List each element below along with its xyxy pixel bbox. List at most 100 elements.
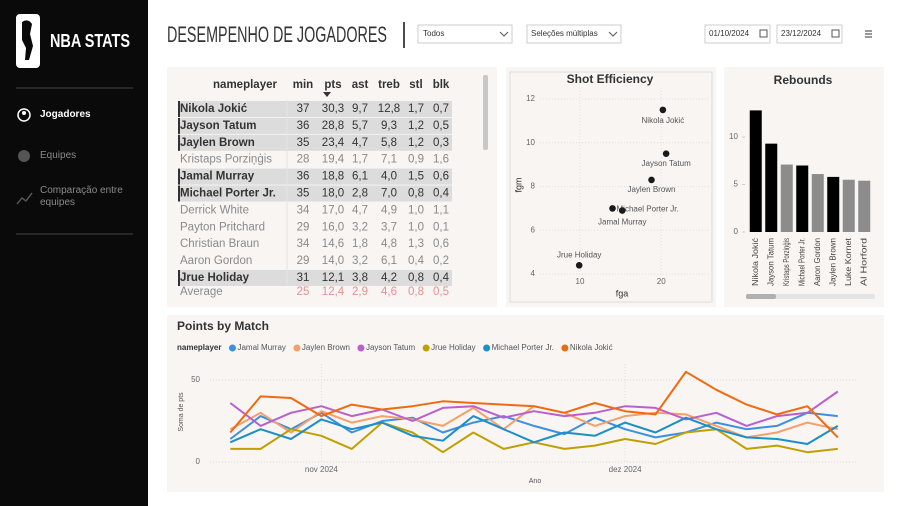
cell: 7,1 xyxy=(381,154,397,166)
logo-figure xyxy=(22,20,33,60)
series-line xyxy=(229,370,839,439)
cell: 35 xyxy=(297,188,310,200)
cell: 0,4 xyxy=(433,188,450,200)
cell: 4,8 xyxy=(381,238,397,250)
scrollbar[interactable] xyxy=(483,75,488,150)
chart-title: Points by Match xyxy=(177,319,269,333)
legend-label: Jaylen Brown xyxy=(302,343,350,352)
cell: 30,3 xyxy=(322,103,344,115)
x-tick-label: Jayson Tatum xyxy=(766,238,775,286)
point-label: Michael Porter Jr. xyxy=(617,204,679,213)
chevron xyxy=(499,31,509,37)
cell: 7,0 xyxy=(381,188,397,200)
x-axis-label: Ano xyxy=(529,478,542,485)
cell: 0,8 xyxy=(408,188,424,200)
row-highlight xyxy=(178,101,452,117)
cell: 3,2 xyxy=(352,255,368,267)
cell: 31 xyxy=(297,272,310,284)
cell: 34 xyxy=(297,204,310,216)
sort-arrow xyxy=(323,92,331,97)
chart-title: Shot Efficiency xyxy=(567,72,654,86)
cell: 37 xyxy=(297,103,310,115)
cell: 29 xyxy=(297,221,310,233)
nav-label[interactable]: Jogadores xyxy=(40,109,91,120)
bar xyxy=(811,174,824,232)
chevron xyxy=(608,31,618,37)
average-cell: 2,9 xyxy=(352,286,368,298)
bar xyxy=(842,179,855,232)
chart-title: Rebounds xyxy=(774,73,833,87)
nav-icon xyxy=(18,150,30,162)
nav-label[interactable]: Equipes xyxy=(40,150,77,161)
cell: 0,4 xyxy=(433,272,450,284)
nav-item[interactable]: Equipes xyxy=(40,150,140,164)
brand: NBA STATS xyxy=(50,31,130,51)
page-title: DESEMPENHO DE JOGADORES xyxy=(167,22,387,47)
date-input[interactable] xyxy=(776,24,843,44)
cell: 1,7 xyxy=(352,154,368,166)
cell: 1,1 xyxy=(433,204,449,216)
player-name: Jamal Murray xyxy=(180,171,255,183)
legend-label: Nikola Jokić xyxy=(570,343,613,352)
point xyxy=(609,205,616,212)
nav-item[interactable]: Jogadores xyxy=(40,109,140,123)
cell: 36 xyxy=(297,120,310,132)
cell: 5,8 xyxy=(381,137,397,149)
point xyxy=(575,262,583,269)
cell: 17,0 xyxy=(322,204,344,216)
y-tick-label: 12 xyxy=(526,94,535,103)
row-marker xyxy=(178,270,180,286)
cell: 4,7 xyxy=(352,137,368,149)
cell: 1,6 xyxy=(433,154,449,166)
legend-swatch xyxy=(422,344,430,352)
cell: 0,7 xyxy=(433,103,449,115)
bar xyxy=(827,176,840,232)
x-tick-label: Nikola Jokić xyxy=(751,238,760,286)
y-tick-label: 6 xyxy=(531,225,536,234)
date-label[interactable]: 23/12/2024 xyxy=(781,29,822,38)
cell: 6,1 xyxy=(381,255,397,267)
x-tick-label: Jaylen Brown xyxy=(828,238,837,286)
cell: 4,2 xyxy=(381,272,397,284)
date-input[interactable] xyxy=(704,24,771,44)
y-tick-label: 5 xyxy=(734,180,739,189)
row-highlight xyxy=(178,134,452,151)
player-name: Payton Pritchard xyxy=(180,221,265,233)
legend-swatch xyxy=(483,344,491,352)
bar xyxy=(749,110,762,232)
cell: 9,7 xyxy=(352,103,368,115)
point-label: Jrue Holiday xyxy=(557,250,601,259)
point xyxy=(618,207,626,214)
average-cell: 25 xyxy=(297,286,310,298)
cell: 9,3 xyxy=(381,120,397,132)
scrollbar[interactable] xyxy=(746,294,776,299)
x-axis-label: fga xyxy=(616,288,629,298)
player-name: Derrick White xyxy=(180,204,249,216)
bar xyxy=(765,143,778,232)
nav-item[interactable]: Comparação entre equipes xyxy=(40,185,126,213)
point xyxy=(662,150,670,157)
cell: 0,8 xyxy=(408,272,424,284)
date-label[interactable]: 01/10/2024 xyxy=(709,29,750,38)
cell: 0,4 xyxy=(408,255,425,267)
legend-swatch xyxy=(357,344,365,352)
dropdown[interactable] xyxy=(526,24,622,44)
cell: 4,0 xyxy=(381,171,397,183)
average-cell: 12,4 xyxy=(322,286,345,298)
player-name: Christian Braun xyxy=(180,238,259,250)
column-header: stl xyxy=(409,79,422,91)
cell: 36 xyxy=(297,171,310,183)
dropdown-label[interactable]: Todos xyxy=(423,29,444,38)
cell: 0,6 xyxy=(433,238,449,250)
y-tick-label: 50 xyxy=(191,375,200,384)
cell: 12,1 xyxy=(322,272,344,284)
average-cell: 0,8 xyxy=(408,286,424,298)
cell: 3,8 xyxy=(352,272,368,284)
nav-label[interactable]: Comparação entre equipes xyxy=(40,185,123,208)
menu-icon[interactable] xyxy=(865,30,872,38)
dropdown-label[interactable]: Seleções múltiplas xyxy=(531,29,598,38)
dropdown[interactable] xyxy=(417,24,513,44)
cell: 1,8 xyxy=(352,238,368,250)
legend-label: Jamal Murray xyxy=(237,343,285,352)
point xyxy=(659,106,667,114)
